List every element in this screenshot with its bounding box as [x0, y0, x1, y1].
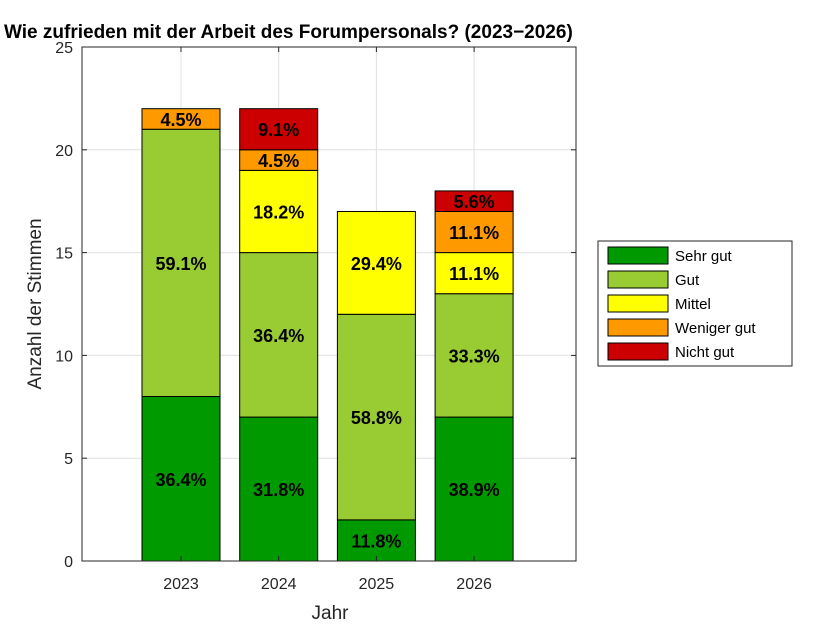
bar-nicht-gut-2024: [239, 108, 319, 151]
legend-swatch-mittel: [607, 294, 669, 313]
bar-nicht-gut-2026: [434, 190, 514, 212]
bar-value-label: 29.4%: [351, 254, 402, 274]
bar-value-label: 5.6%: [454, 192, 495, 212]
x-axis-label: Jahr: [312, 603, 350, 624]
legend-swatch-weniger-gut: [607, 318, 669, 337]
bar-weniger-gut-2026: [434, 210, 514, 254]
bar-gut-2026: [434, 293, 514, 418]
legend: Sehr gut Gut Mittel Weniger gut Nicht gut: [597, 240, 793, 367]
bar-mittel-2026: [434, 252, 514, 295]
legend-label-sehr-gut: Sehr gut: [675, 248, 733, 265]
y-tick-label: 15: [55, 246, 73, 263]
legend-swatch-gut: [607, 270, 669, 289]
legend-swatch-nicht-gut: [607, 342, 669, 361]
bar-gut-2024: [239, 252, 319, 418]
y-axis-label: Anzahl der Stimmen: [25, 218, 46, 389]
y-tick-label: 5: [64, 451, 73, 468]
bar-value-label: 4.5%: [258, 151, 299, 171]
bar-sehr-gut-2023: [141, 396, 221, 562]
bar-labels: 36.4% 59.1% 4.5% 31.8% 36.4% 18.2% 4.5% 9.1% 11.…: [155, 110, 499, 551]
legend-label-gut: Gut: [675, 272, 700, 289]
bar-mittel-2025: [336, 210, 416, 315]
bar-value-label: 36.4%: [253, 326, 304, 346]
plot-frame: [81, 46, 577, 562]
bar-value-label: 4.5%: [160, 110, 201, 130]
bar-value-label: 11.8%: [351, 531, 401, 551]
bar-value-label: 18.2%: [253, 202, 304, 222]
legend-label-weniger-gut: Weniger gut: [675, 320, 756, 337]
bars: [141, 108, 514, 562]
legend-label-nicht-gut: Nicht gut: [675, 344, 735, 361]
bar-value-label: 11.1%: [449, 223, 499, 243]
chart-title: Wie zufrieden mit der Arbeit des Forumpe…: [4, 22, 573, 43]
bar-value-label: 38.9%: [449, 480, 500, 500]
bar-value-label: 36.4%: [155, 470, 206, 490]
x-tick-label: 2024: [261, 576, 297, 593]
x-tick-label: 2023: [163, 576, 199, 593]
bar-value-label: 9.1%: [258, 120, 299, 140]
y-tick-label: 20: [55, 143, 73, 160]
bar-value-label: 11.1%: [449, 264, 499, 284]
x-tick-label: 2025: [359, 576, 395, 593]
bar-sehr-gut-2025: [336, 519, 416, 562]
y-tick-label: 0: [64, 554, 73, 571]
bar-value-label: 59.1%: [155, 254, 206, 274]
bar-sehr-gut-2026: [434, 416, 514, 562]
bar-value-label: 33.3%: [449, 346, 500, 366]
bar-gut-2023: [141, 128, 221, 398]
bar-value-label: 58.8%: [351, 408, 402, 428]
y-tick-label: 10: [55, 348, 73, 365]
y-tick-label: 25: [55, 40, 73, 57]
x-tick-label: 2026: [456, 576, 492, 593]
legend-swatch-sehr-gut: [607, 246, 669, 265]
bar-value-label: 31.8%: [253, 480, 304, 500]
bar-weniger-gut-2023: [141, 108, 221, 130]
bar-gut-2025: [336, 313, 416, 521]
legend-label-mittel: Mittel: [675, 296, 711, 313]
bar-mittel-2024: [239, 169, 319, 254]
